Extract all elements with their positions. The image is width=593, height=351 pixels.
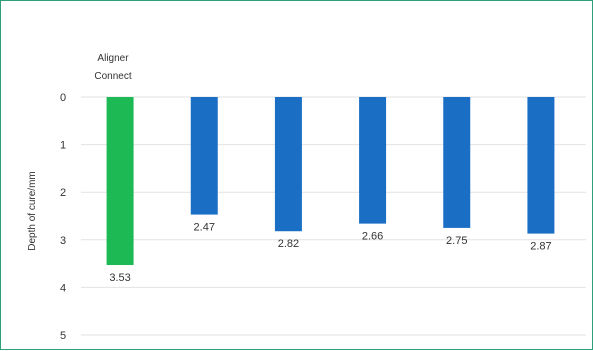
bar — [359, 97, 387, 224]
bar-value-label: 2.87 — [530, 241, 551, 253]
y-tick-label: 4 — [60, 282, 66, 294]
y-tick-label: 2 — [60, 187, 66, 199]
y-axis-title: Depth of cure/mm — [27, 171, 38, 250]
y-axis-ticks: 0 1 2 3 4 5 — [60, 92, 66, 342]
y-tick-label: 5 — [60, 330, 66, 342]
bar — [190, 97, 218, 215]
gridlines — [81, 96, 586, 336]
bar-value-label: 2.82 — [278, 238, 299, 250]
annotation-line-2: Connect — [94, 71, 131, 82]
bar-value-label: 2.75 — [446, 235, 467, 247]
bar — [274, 97, 302, 232]
bar-value-label: 3.53 — [109, 272, 130, 284]
y-tick-label: 3 — [60, 235, 66, 247]
bar-value-label: 2.66 — [362, 231, 383, 243]
bar — [106, 97, 134, 266]
bar — [527, 97, 555, 234]
y-tick-label: 1 — [60, 140, 66, 152]
bars — [106, 97, 555, 266]
data-labels: 3.53 2.47 2.82 2.66 2.75 2.87 — [109, 222, 551, 284]
annotation-line-1: Aligner — [97, 53, 129, 64]
bar — [443, 97, 471, 228]
y-tick-label: 0 — [60, 92, 66, 104]
bar-value-label: 2.47 — [194, 222, 215, 234]
